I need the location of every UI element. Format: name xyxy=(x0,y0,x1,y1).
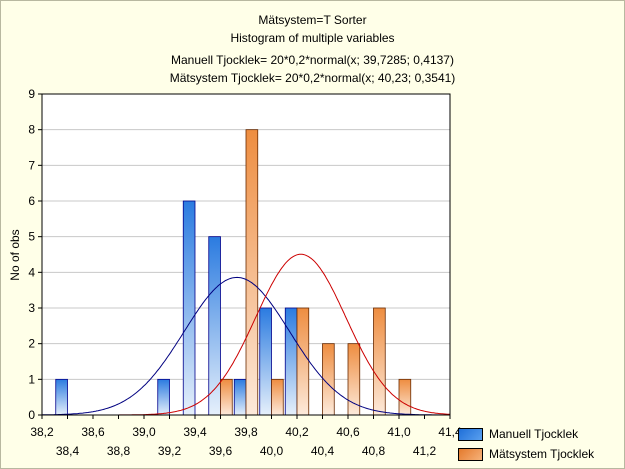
y-tick-label: 7 xyxy=(28,158,35,172)
legend-item-matsystem: Mätsystem Tjocklek xyxy=(458,444,594,464)
bar-matsystem xyxy=(398,378,412,416)
x-tick-label: 38,2 xyxy=(30,425,54,439)
bar-matsystem xyxy=(220,378,233,416)
y-tick-label: 0 xyxy=(28,408,35,422)
bar-manuell xyxy=(233,378,247,416)
x-tick-label: 41,4 xyxy=(438,425,462,439)
fit-curve-manuell xyxy=(41,276,450,416)
y-tick-label: 9 xyxy=(28,87,35,101)
bar-matsystem xyxy=(271,378,284,416)
y-tick-label: 3 xyxy=(28,301,35,315)
y-axis-label: No of obs xyxy=(8,229,22,280)
y-tick-label: 8 xyxy=(28,123,35,137)
bar-manuell xyxy=(284,307,298,416)
x-tick-label: 40,8 xyxy=(362,444,386,458)
x-tick-label: 39,8 xyxy=(234,425,258,439)
legend-swatch-manuell xyxy=(458,427,483,441)
x-tick-label: 38,6 xyxy=(81,425,105,439)
chart-subtitle: Histogram of multiple variables xyxy=(230,31,395,45)
legend-item-manuell: Manuell Tjocklek xyxy=(458,424,594,444)
legend-label-matsystem: Mätsystem Tjocklek xyxy=(489,447,595,461)
x-tick-label: 38,4 xyxy=(56,444,80,458)
x-tick-label: 39,6 xyxy=(209,444,233,458)
legend-swatch-matsystem xyxy=(458,447,483,461)
x-tick-label: 39,2 xyxy=(158,444,182,458)
bar-matsystem xyxy=(296,307,310,416)
bar-manuell xyxy=(259,307,272,416)
y-tick-label: 5 xyxy=(28,230,35,244)
chart-title: Mätsystem=T Sorter xyxy=(258,13,367,27)
x-tick-label: 39,4 xyxy=(183,425,207,439)
bar-matsystem xyxy=(322,343,335,416)
x-tick-label: 41,2 xyxy=(413,444,437,458)
y-tick-label: 2 xyxy=(28,337,35,351)
bar-matsystem xyxy=(245,129,259,416)
bar-matsystem xyxy=(347,343,361,416)
x-tick-label: 40,6 xyxy=(336,425,360,439)
chart-title-block: Mätsystem=T Sorter Histogram of multiple… xyxy=(0,11,625,87)
y-tick-label: 4 xyxy=(28,265,35,279)
bar-manuell xyxy=(208,236,221,416)
bar-manuell xyxy=(157,378,170,416)
x-tick-label: 41,0 xyxy=(387,425,411,439)
x-tick-label: 38,8 xyxy=(107,444,131,458)
legend-label-manuell: Manuell Tjocklek xyxy=(489,427,579,441)
bar-manuell xyxy=(182,200,196,416)
x-tick-label: 40,4 xyxy=(311,444,335,458)
fit-formula-matsystem: Mätsystem Tjocklek= 20*0,2*normal(x; 40,… xyxy=(169,71,456,85)
bar-matsystem xyxy=(373,307,386,416)
x-tick-label: 39,0 xyxy=(132,425,156,439)
x-tick-label: 40,0 xyxy=(260,444,284,458)
y-tick-label: 6 xyxy=(28,194,35,208)
chart-legend: Manuell Tjocklek Mätsystem Tjocklek xyxy=(458,424,594,464)
y-tick-label: 1 xyxy=(28,372,35,386)
x-tick-label: 40,2 xyxy=(285,425,309,439)
fit-formula-manuell: Manuell Tjocklek= 20*0,2*normal(x; 39,72… xyxy=(171,53,454,67)
bar-manuell xyxy=(55,378,68,416)
